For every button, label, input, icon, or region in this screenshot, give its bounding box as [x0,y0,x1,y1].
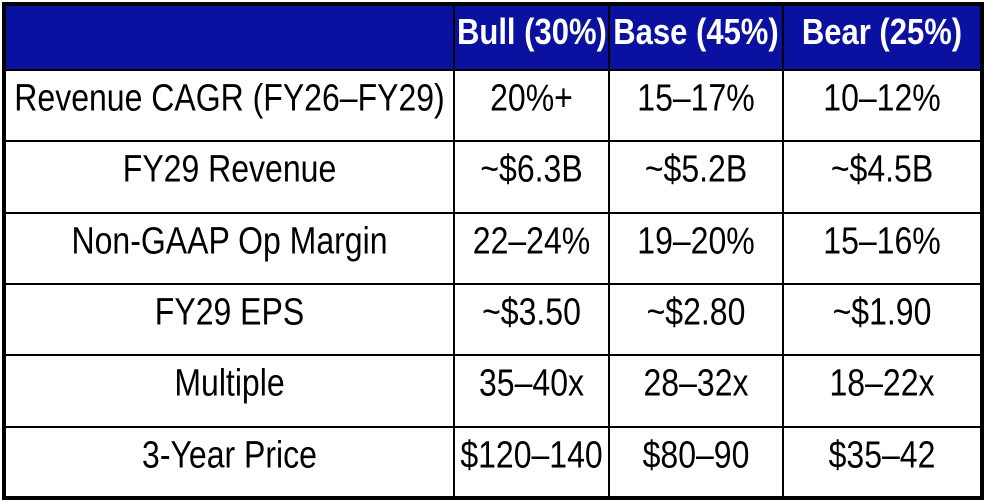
value-cell-base: ~$5.2B [608,140,784,214]
row-revenue-cagr: Revenue CAGR (FY26–FY29) 20%+ 15–17% 10–… [3,68,983,143]
header-bear-text: Bear (25%) [801,11,963,53]
value-text: 22–24% [472,218,591,262]
row-op-margin: Non-GAAP Op Margin 22–24% 19–20% 15–16% [3,211,983,285]
value-text: ~$3.50 [482,290,581,333]
row-label: 3-Year Price [3,425,455,500]
value-cell-base: $80–90 [608,425,784,500]
value-text: ~$5.2B [644,147,748,190]
value-cell-bear: 10–12% [782,68,983,143]
header-cell-bull: Bull (30%) [453,3,610,71]
value-text: 20%+ [490,76,573,119]
value-text: $80–90 [642,432,750,476]
value-cell-bear: ~$4.5B [782,140,983,214]
header-base-text: Base (45%) [613,11,779,53]
value-text: ~$2.80 [646,290,746,333]
value-cell-base: 15–17% [608,68,784,143]
row-fy29-eps: FY29 EPS ~$3.50 ~$2.80 ~$1.90 [3,282,983,357]
value-text: $120–140 [460,432,603,476]
row-label: FY29 EPS [3,282,455,357]
value-cell-bull: 22–24% [453,211,610,285]
row-label: Non-GAAP Op Margin [3,211,455,285]
value-text: 18–22x [829,361,935,404]
table-header: Bull (30%) Base (45%) Bear (25%) [3,3,983,71]
value-text: ~$4.5B [830,147,934,190]
value-cell-bull: 20%+ [453,68,610,143]
row-fy29-revenue: FY29 Revenue ~$6.3B ~$5.2B ~$4.5B [3,140,983,214]
value-cell-bear: $35–42 [782,425,983,500]
value-text: 35–40x [479,361,584,404]
row-label-text: Revenue CAGR (FY26–FY29) [14,76,445,119]
row-label: Revenue CAGR (FY26–FY29) [3,68,455,143]
value-cell-base: 28–32x [608,354,784,428]
row-3yr-price: 3-Year Price $120–140 $80–90 $35–42 [3,425,983,500]
header-cell-base: Base (45%) [608,3,784,71]
value-cell-base: ~$2.80 [608,282,784,357]
value-text: $35–42 [828,432,936,476]
value-cell-bull: ~$6.3B [453,140,610,214]
header-bull-text: Bull (30%) [457,11,607,53]
row-label: Multiple [3,354,455,428]
value-cell-bull: ~$3.50 [453,282,610,357]
value-text: ~$6.3B [480,147,583,190]
value-cell-bull: $120–140 [453,425,610,500]
value-text: 19–20% [637,218,755,262]
header-cell-bear: Bear (25%) [782,3,983,71]
value-cell-bull: 35–40x [453,354,610,428]
row-multiple: Multiple 35–40x 28–32x 18–22x [3,354,983,428]
row-label-text: FY29 EPS [154,290,305,333]
row-label-text: 3-Year Price [142,432,317,476]
header-cell-metric [3,3,455,71]
value-text: 15–16% [823,218,941,262]
value-text: 28–32x [643,361,749,404]
row-label: FY29 Revenue [3,140,455,214]
value-cell-base: 19–20% [608,211,784,285]
header-row: Bull (30%) Base (45%) Bear (25%) [3,3,983,71]
value-cell-bear: 18–22x [782,354,983,428]
row-label-text: FY29 Revenue [122,147,337,190]
table-body: Revenue CAGR (FY26–FY29) 20%+ 15–17% 10–… [3,68,983,500]
value-cell-bear: 15–16% [782,211,983,285]
row-label-text: Non-GAAP Op Margin [71,218,388,262]
value-cell-bear: ~$1.90 [782,282,983,357]
value-text: 15–17% [637,76,755,119]
row-label-text: Multiple [174,361,285,404]
value-text: ~$1.90 [832,290,932,333]
value-text: 10–12% [823,76,941,119]
